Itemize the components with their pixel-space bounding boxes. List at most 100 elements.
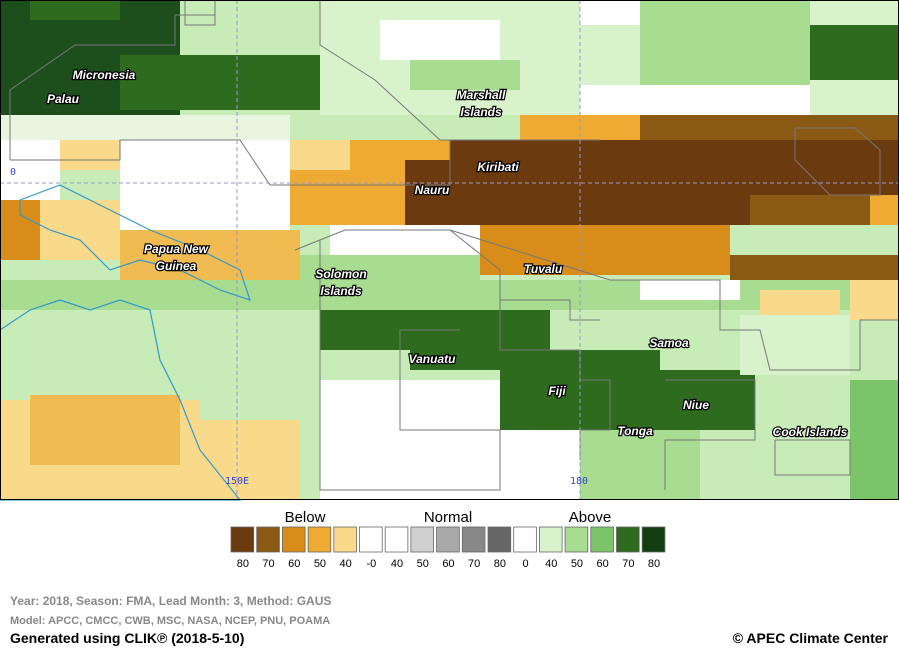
legend-swatch	[513, 526, 537, 553]
map-cell	[870, 195, 899, 225]
legend-label: 50	[314, 558, 326, 570]
legend-swatch	[616, 526, 640, 553]
region-label: Papua New Guinea	[144, 242, 209, 273]
legend-swatch	[487, 526, 512, 553]
region-label: Tuvalu	[524, 262, 563, 276]
boundary	[319, 229, 600, 321]
map-cell	[40, 200, 120, 260]
map-cell	[580, 0, 640, 25]
map-cell	[500, 430, 580, 500]
legend-label: 60	[597, 558, 609, 570]
map-cell	[580, 85, 810, 115]
legend-swatch	[461, 526, 486, 553]
boundary	[499, 300, 611, 460]
region-label: Palau	[47, 92, 80, 106]
legend-label: 50	[571, 558, 583, 570]
region-label-line: Tonga	[617, 424, 653, 438]
legend: 80 70 60 50 40 -0 40 50 60 70 80 0 40 50 60 70 80 Below No…	[230, 509, 666, 570]
map-cell	[60, 140, 120, 170]
region-label-line: Islands	[320, 284, 362, 298]
legend-label: 50	[417, 558, 429, 570]
map-cell	[480, 225, 730, 275]
legend-swatch	[230, 526, 255, 553]
region-label-line: Fiji	[548, 384, 566, 398]
map: 0 150E 180 Micronesia Palau Marshall Islands Ki…	[0, 0, 899, 501]
copyright: © APEC Climate Center	[733, 630, 889, 646]
map-cell	[120, 140, 290, 230]
legend-label: 0	[522, 558, 528, 570]
map-cell	[290, 140, 350, 170]
boundary	[319, 0, 600, 141]
map-cell	[200, 420, 300, 500]
map-cell	[580, 430, 700, 500]
grid-label: 180	[570, 476, 588, 487]
region-label: Micronesia	[73, 68, 136, 82]
region-label-line: Vanuatu	[409, 352, 457, 366]
legend-label: 60	[442, 558, 454, 570]
map-cell	[405, 160, 455, 225]
boundary	[640, 279, 899, 371]
region-label: Cook Islands	[773, 425, 848, 439]
map-cell	[740, 315, 850, 375]
info: Year: 2018, Season: FMA, Lead Month: 3, …	[10, 594, 331, 608]
coastline	[19, 184, 251, 301]
region-label-line: Nauru	[415, 183, 450, 197]
models: Model: APCC, CMCC, CWB, MSC, NASA, NCEP,…	[10, 615, 330, 627]
legend-swatch	[359, 526, 383, 553]
boundary	[10, 139, 600, 186]
legend-label: 60	[288, 558, 300, 570]
legend-group: Below	[285, 509, 326, 526]
region-label: Nauru	[415, 183, 450, 197]
legend-label: 70	[468, 558, 480, 570]
legend-label: 80	[648, 558, 660, 570]
legend-label: 80	[237, 558, 249, 570]
map-cell	[300, 255, 480, 310]
map-cell	[640, 280, 740, 300]
region-label: Fiji	[548, 384, 566, 398]
map-cell	[750, 195, 870, 225]
region-label: Marshall Islands	[457, 88, 506, 119]
boundary	[774, 439, 851, 476]
region-label-line: Islands	[460, 105, 502, 119]
legend-swatch	[307, 526, 332, 553]
region-label: Kiribati	[477, 160, 519, 174]
map-cell	[410, 60, 520, 90]
map-cell	[850, 280, 899, 320]
boundary	[294, 239, 501, 491]
region-label: Samoa	[649, 336, 689, 350]
boundary	[449, 229, 640, 281]
map-cell	[760, 290, 840, 315]
generated: Generated using CLIK℗ (2018-5-10)	[10, 630, 244, 646]
region-label: Vanuatu	[409, 352, 457, 366]
region-label-line: Guinea	[156, 259, 197, 273]
region-label-line: Samoa	[649, 336, 689, 350]
legend-swatch	[436, 526, 460, 553]
legend-swatch	[564, 526, 589, 553]
legend-swatch	[281, 526, 306, 553]
legend-swatch	[384, 526, 409, 553]
map-cell	[120, 55, 320, 110]
legend-swatch	[410, 526, 434, 553]
region-label-line: Solomon	[315, 267, 366, 281]
region-label-line: Cook Islands	[773, 425, 848, 439]
map-cell	[0, 115, 290, 140]
region-label-line: Tuvalu	[524, 262, 563, 276]
legend-label: 40	[340, 558, 352, 570]
legend-label: 70	[262, 558, 274, 570]
region-label-line: Marshall	[457, 88, 506, 102]
boundary	[184, 0, 216, 26]
legend-swatch	[641, 526, 666, 553]
map-cell	[320, 380, 500, 500]
map-cell	[640, 115, 899, 140]
region-label-line: Papua New	[144, 242, 209, 256]
legend-label: 40	[545, 558, 557, 570]
region-label: Solomon Islands	[315, 267, 366, 298]
region-label: Tonga	[617, 424, 653, 438]
legend-group: Normal	[424, 509, 472, 526]
region-label-line: Niue	[683, 398, 709, 412]
region-label: Niue	[683, 398, 709, 412]
legend-swatch	[590, 526, 614, 553]
legend-swatch	[256, 526, 280, 553]
boundary	[794, 127, 881, 196]
region-label-line: Micronesia	[73, 68, 136, 82]
